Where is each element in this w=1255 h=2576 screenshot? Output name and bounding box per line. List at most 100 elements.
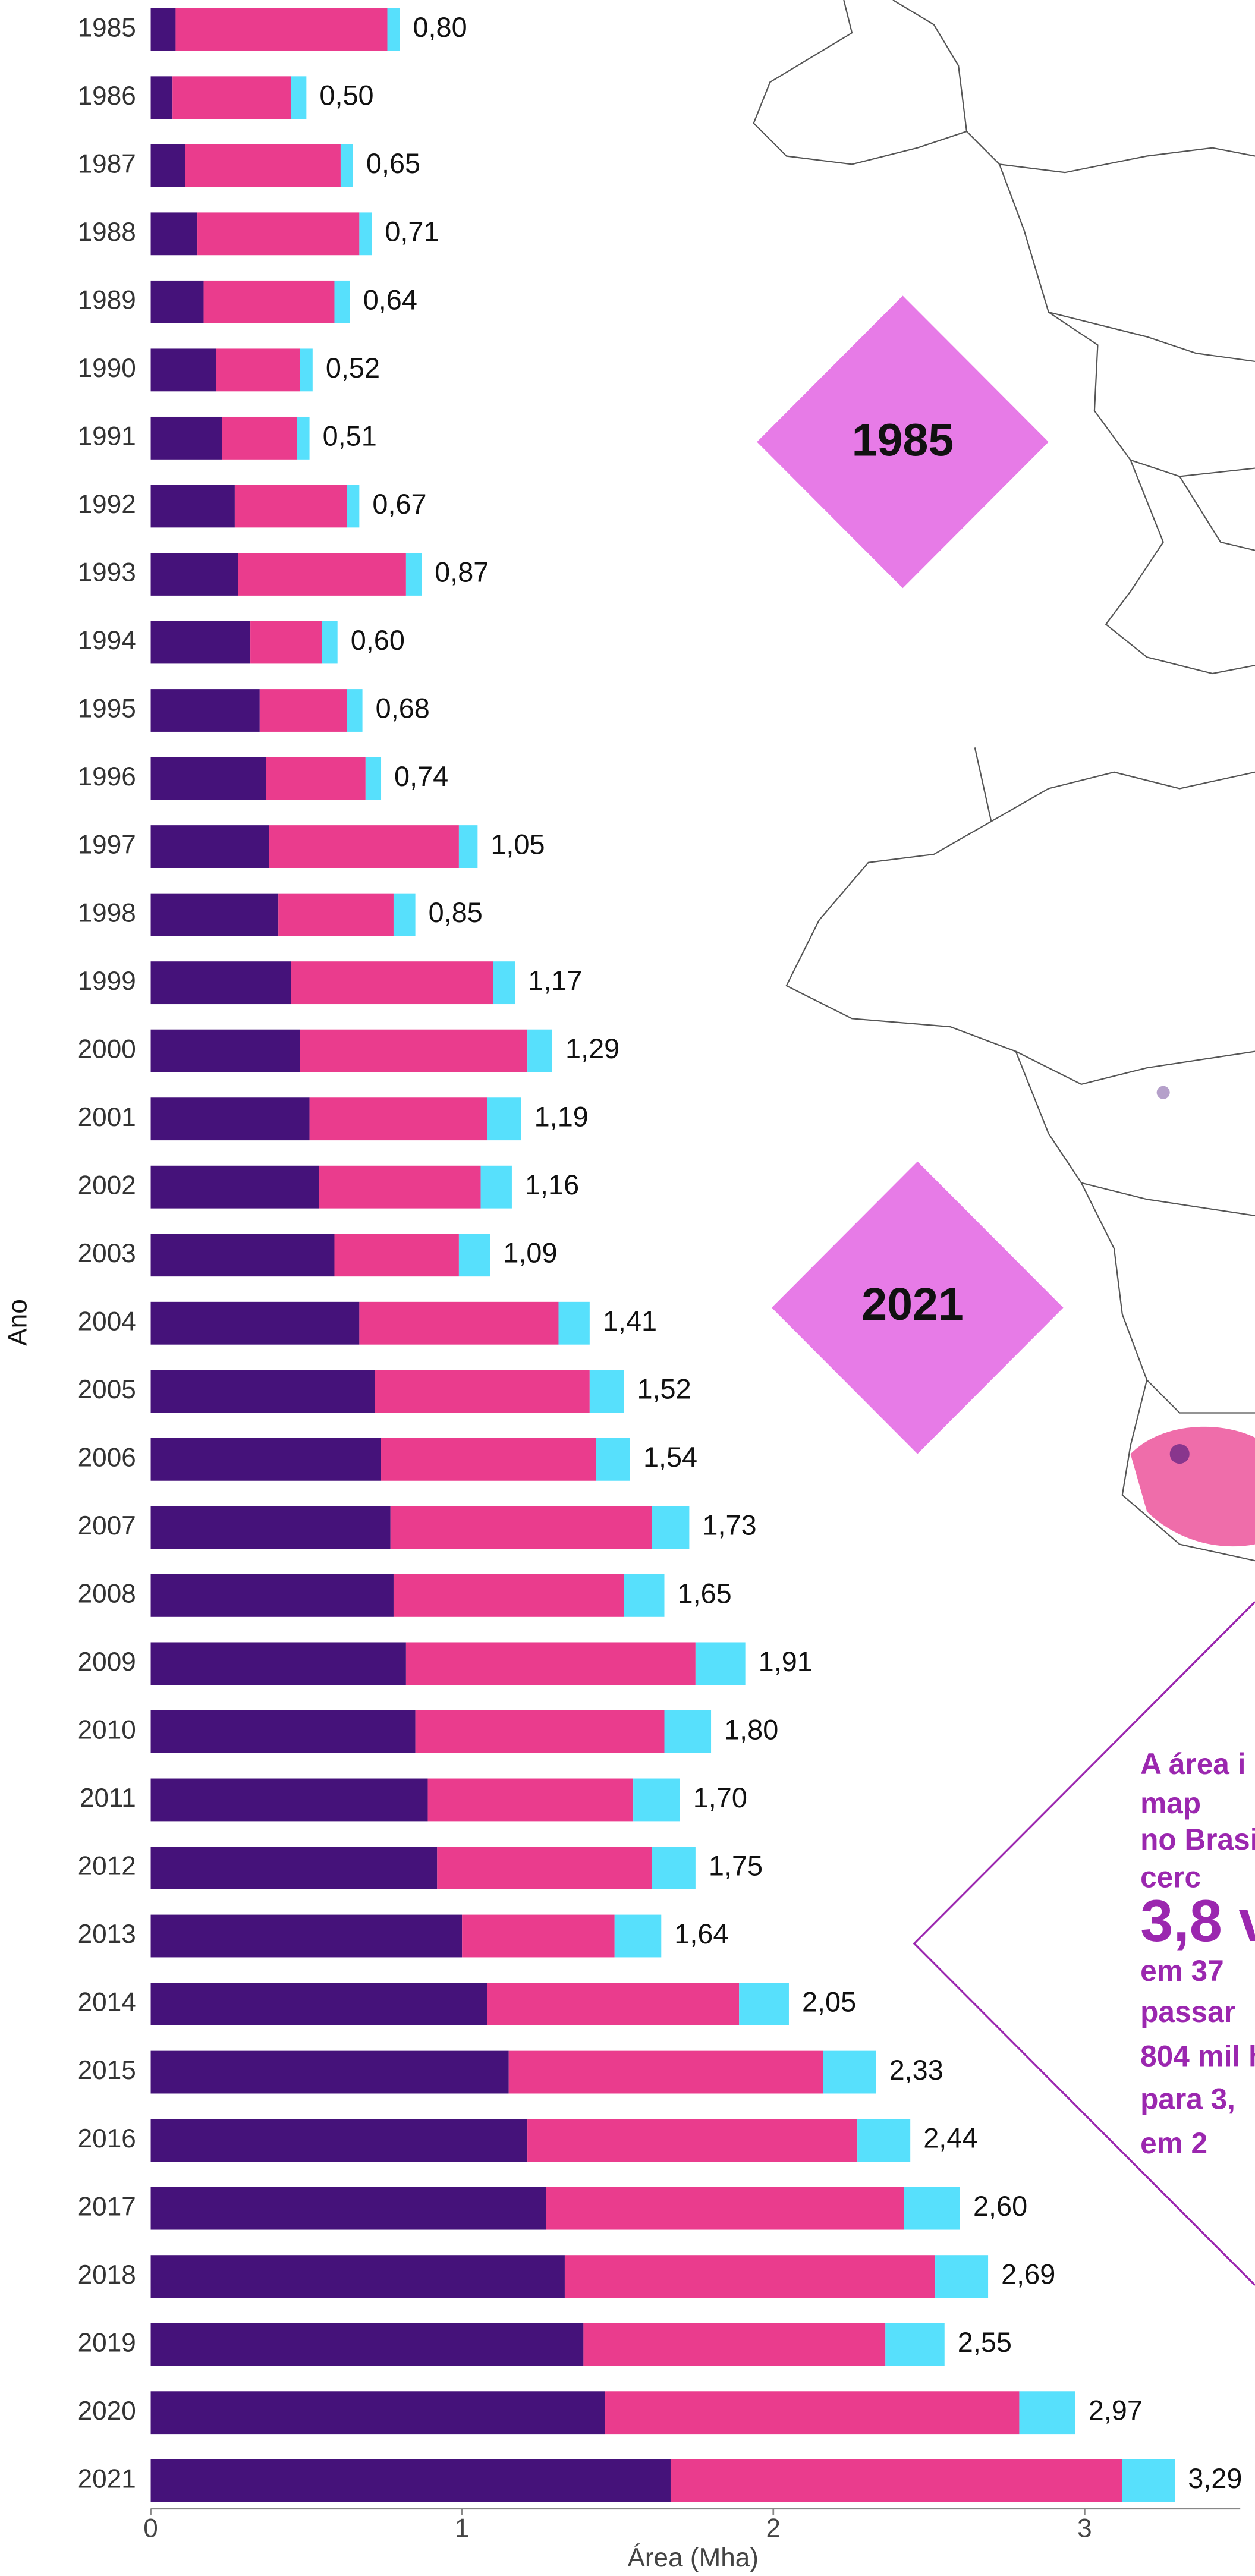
bar-segment [222, 417, 297, 460]
total-label: 3,29 [1188, 2463, 1242, 2494]
map-2021 [787, 747, 1255, 1561]
bar-segment [216, 348, 300, 391]
total-label: 0,51 [323, 420, 377, 451]
bar-segment [615, 1915, 662, 1958]
bar-segment [391, 1506, 652, 1549]
bar-segment [319, 1166, 480, 1209]
total-label: 2,55 [958, 2327, 1012, 2358]
bar-segment [300, 1030, 527, 1072]
bar-segment [310, 1097, 487, 1140]
bar-segment [459, 825, 477, 868]
bar-segment [652, 1506, 690, 1549]
total-label: 0,65 [366, 148, 420, 179]
total-label: 1,19 [534, 1102, 589, 1133]
bar-segment [151, 2051, 509, 2094]
bar-segment [387, 8, 400, 51]
bar-segment [151, 1438, 381, 1481]
bar-segment [546, 2187, 904, 2230]
y-tick-label: 2005 [78, 1375, 136, 1404]
bar-segment [172, 76, 291, 119]
total-label: 1,54 [643, 1442, 697, 1473]
y-tick-label: 1989 [78, 285, 136, 314]
bar-segment [151, 894, 279, 936]
bar-segment [857, 2119, 910, 2162]
bar-segment [151, 553, 238, 596]
bar-segment [151, 1779, 428, 1822]
total-label: 1,91 [759, 1646, 813, 1677]
bar-segment [696, 1642, 746, 1685]
bar-segment [347, 689, 362, 732]
annotation-line: 3,8 v [1140, 1888, 1255, 1954]
bar-segment [151, 1166, 319, 1209]
bar-segment [151, 1915, 463, 1958]
bar-segment [297, 417, 310, 460]
total-label: 0,52 [326, 353, 380, 383]
bar-segment [250, 621, 322, 664]
y-tick-label: 1986 [78, 81, 136, 111]
y-tick-label: 2010 [78, 1716, 136, 1745]
bar-segment [739, 1983, 789, 2025]
bar-segment [596, 1438, 630, 1481]
bar-segment [151, 1574, 394, 1617]
y-tick-label: 2015 [78, 2056, 136, 2085]
bar-segment [151, 485, 235, 528]
bar-segment [151, 417, 222, 460]
bar-segment [197, 212, 359, 255]
y-tick-label: 2013 [78, 1920, 136, 1949]
y-tick-label: 2002 [78, 1171, 136, 1200]
y-tick-label: 1985 [78, 13, 136, 42]
annotation-line: no Brasil [1140, 1823, 1255, 1856]
bar-segment [151, 1370, 375, 1413]
total-label: 1,80 [724, 1714, 778, 1745]
y-tick-label: 2011 [80, 1784, 136, 1813]
total-label: 0,85 [429, 897, 483, 928]
total-label: 0,74 [394, 761, 448, 792]
y-tick-label: 2004 [78, 1307, 136, 1336]
total-label: 0,87 [435, 556, 489, 587]
bar-segment [151, 1710, 416, 1753]
bar-segment [375, 1370, 590, 1413]
bar-segment [527, 1030, 552, 1072]
total-label: 2,44 [923, 2122, 977, 2153]
y-tick-label: 2019 [78, 2328, 136, 2357]
y-tick-label: 1987 [78, 149, 136, 178]
bar-segment [381, 1438, 596, 1481]
bar-segment [904, 2187, 960, 2230]
x-tick-label: 1 [455, 2514, 470, 2543]
x-axis-label: Área (Mha) [627, 2543, 758, 2572]
bar-segment [266, 757, 366, 800]
bar-segment [823, 2051, 876, 2094]
bar-segment [235, 485, 347, 528]
bar-segment [487, 1983, 739, 2025]
bar-segment [151, 1983, 487, 2025]
bar-segment [151, 2119, 528, 2162]
bar-segment [175, 8, 387, 51]
y-tick-label: 1996 [78, 762, 136, 791]
x-tick-label: 2 [766, 2514, 781, 2543]
annotation-line: 804 mil h [1140, 2040, 1255, 2073]
bar-segment [151, 348, 216, 391]
bar-segment [416, 1710, 665, 1753]
total-label: 0,67 [372, 489, 426, 520]
annotation-line: em 2 [1140, 2127, 1207, 2160]
bar-segment [359, 212, 372, 255]
bar-segment [151, 1097, 310, 1140]
bar-segment [291, 76, 306, 119]
bar-segment [671, 2459, 1122, 2502]
y-tick-label: 1990 [78, 354, 136, 383]
bar-segment [935, 2255, 988, 2298]
bar-segment [238, 553, 406, 596]
annotation-line: em 37 [1140, 1954, 1224, 1987]
bar-segment [624, 1574, 664, 1617]
total-label: 0,60 [351, 625, 405, 656]
y-tick-label: 2009 [78, 1647, 136, 1677]
bar-segment [509, 2051, 823, 2094]
y-tick-label: 2018 [78, 2260, 136, 2289]
bar-segment [151, 621, 251, 664]
y-tick-label: 1992 [78, 490, 136, 519]
total-label: 1,73 [702, 1510, 756, 1541]
total-label: 1,65 [678, 1578, 732, 1609]
bar-segment [558, 1302, 589, 1345]
map-label: 2021 [861, 1279, 964, 1330]
annotation-line: para 3, [1140, 2082, 1235, 2115]
